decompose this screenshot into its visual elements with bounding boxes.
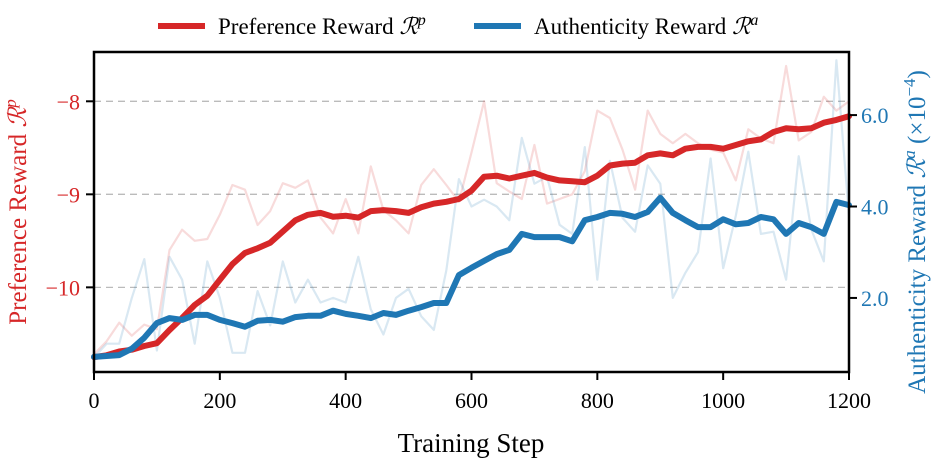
left-y-axis-label: Preference Reward ℛp (1, 99, 32, 325)
smoothed-line-authenticity (91, 194, 852, 360)
x-tick-label: 0 (89, 388, 100, 413)
smoothed-line-preference (91, 113, 852, 361)
smoothed-series (91, 113, 852, 361)
raw-series (93, 59, 851, 359)
right-y-tick-label: 4.0 (861, 195, 889, 220)
x-tick-label: 1000 (701, 388, 745, 413)
legend-label-authenticity: Authenticity Reward ℛa (534, 12, 758, 39)
x-tick-label: 1200 (827, 388, 871, 413)
x-tick-label: 600 (455, 388, 488, 413)
legend-label-preference: Preference Reward ℛp (218, 12, 426, 39)
right-y-tick-label: 6.0 (861, 103, 889, 128)
series-authenticity (91, 194, 852, 360)
left-y-tick-label: −8 (57, 89, 80, 114)
x-tick-label: 400 (329, 388, 362, 413)
raw-line-authenticity (93, 59, 851, 359)
right-y-axis: 2.0 4.0 6.0 (849, 103, 889, 311)
x-axis-label: Training Step (398, 428, 545, 458)
raw-line-preference (93, 64, 850, 356)
right-y-axis-label: Authenticity Reward ℛa (×10−4) (900, 70, 931, 394)
right-y-tick-label: 2.0 (861, 286, 889, 311)
left-y-tick-label: −10 (46, 275, 80, 300)
grid-lines (94, 100, 849, 288)
legend: Preference Reward ℛp Authenticity Reward… (158, 12, 758, 39)
left-y-tick-label: −9 (57, 182, 80, 207)
x-axis: 0 200 400 600 800 1000 1200 (89, 372, 871, 413)
series-preference (91, 113, 852, 361)
x-tick-label: 200 (203, 388, 236, 413)
left-y-axis: −8 −9 −10 (46, 89, 94, 300)
x-tick-label: 800 (581, 388, 614, 413)
